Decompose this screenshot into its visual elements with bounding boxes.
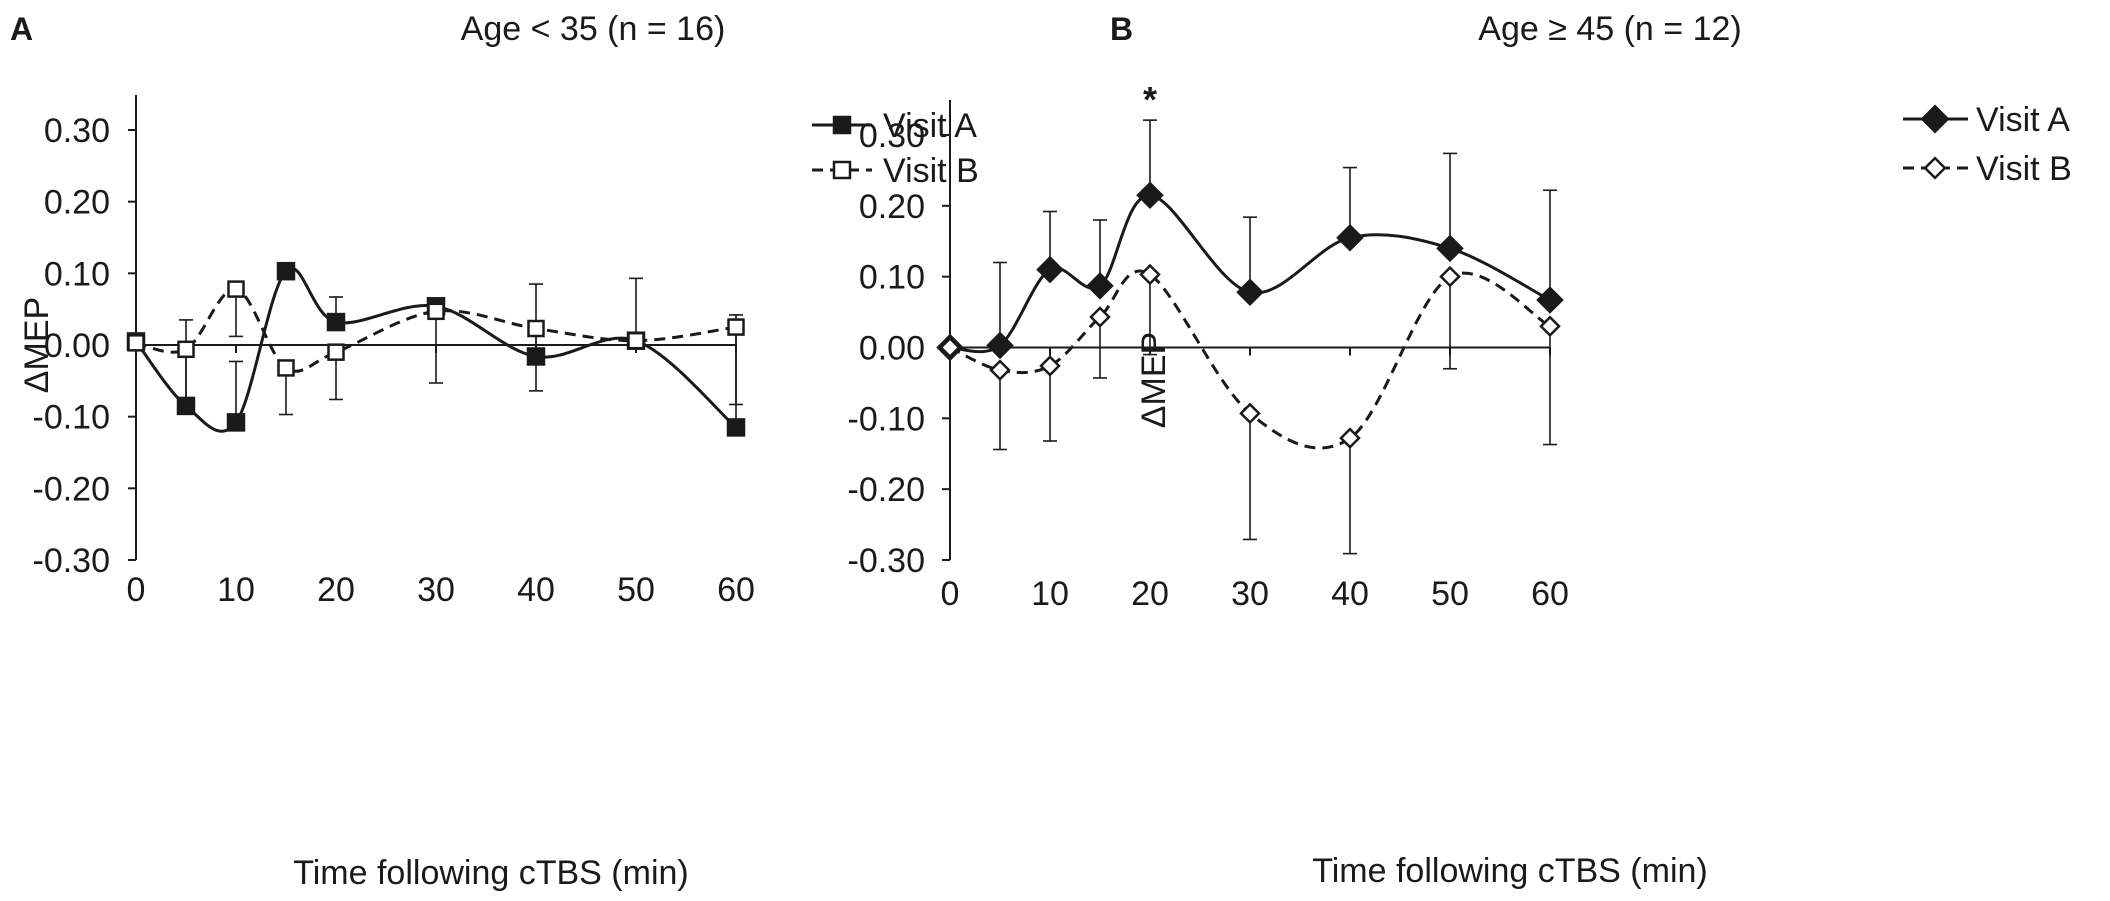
panel-a-x-tick-label: 0 <box>127 571 146 609</box>
square-open-marker-icon <box>832 160 852 180</box>
diamond-open-marker-icon <box>1923 156 1947 180</box>
panel-b-letter: B <box>1110 11 1133 47</box>
panel-b-point-visit-b <box>1439 265 1461 288</box>
panel-b: B Age ≥ 45 (n = 12) ΔMEP Time following … <box>848 10 2072 890</box>
panel-b-point-visit-a <box>1336 223 1364 252</box>
panel-a-x-tick-label: 30 <box>417 571 455 609</box>
panel-a-point-visit-b <box>627 331 645 350</box>
panel-a-point-visit-a <box>226 413 246 432</box>
panel-a-title: Age < 35 (n = 16) <box>461 10 726 48</box>
panel-a-point-visit-a <box>726 418 746 437</box>
panel-b-x-tick-label: 50 <box>1431 575 1469 613</box>
panel-a-x-tick-label: 40 <box>517 571 555 609</box>
panel-a-y-tick-label: 0.20 <box>44 184 110 222</box>
panel-b-point-visit-b <box>989 359 1011 381</box>
panel-b-point-visit-b <box>1339 427 1361 449</box>
panel-b-point-visit-b <box>1039 355 1061 377</box>
panel-b-point-visit-b <box>1239 402 1261 425</box>
panel-b-point-visit-a <box>1036 255 1064 284</box>
panel-b-point-visit-a <box>1436 234 1464 263</box>
panel-a-y-tick-label: -0.30 <box>33 542 111 580</box>
panel-b-title: Age ≥ 45 (n = 12) <box>1478 10 1741 48</box>
panel-b-series-visit-a <box>936 119 1564 362</box>
panel-b-y-axis-title: ΔMEP <box>1135 332 1173 428</box>
panel-a-point-visit-b <box>227 280 245 298</box>
panel-b-point-visit-b <box>1139 263 1161 286</box>
panel-a-x-tick-label: 60 <box>717 571 755 609</box>
panel-b-series-visit-b <box>939 263 1561 555</box>
diamond-filled-marker-icon <box>1920 104 1950 134</box>
panel-b-x-tick-label: 60 <box>1531 575 1569 613</box>
panel-b-x-tick-label: 30 <box>1231 575 1269 613</box>
panel-b-line-visit-b <box>949 269 1551 450</box>
panel-b-y-tick-label: 0.30 <box>859 117 925 155</box>
panel-a-legend-label-visit-a: Visit A <box>883 107 977 145</box>
panel-a-y-tick-label: -0.20 <box>33 470 111 508</box>
panel-b-legend: Visit A Visit B <box>1903 101 2072 188</box>
panel-a-point-visit-a <box>326 312 346 332</box>
panel-b-y-tick-label: -0.30 <box>848 542 926 580</box>
panel-a-y-tick-label: -0.10 <box>33 399 111 437</box>
panel-b-plot: -0.30 -0.20 -0.10 0.00 0.10 0.20 0.30 0 10 20 30 40… <box>848 79 1569 613</box>
panel-a-y-axis-title: ΔMEP <box>18 297 56 393</box>
panel-a-point-visit-b <box>727 318 745 336</box>
panel-a-x-tick-label: 50 <box>617 571 655 609</box>
panel-b-y-tick-label: -0.10 <box>848 400 926 438</box>
panel-a-letter: A <box>10 11 33 47</box>
panel-a-x-tick-label: 10 <box>217 571 255 609</box>
panel-a-x-axis-title: Time following cTBS (min) <box>293 854 688 892</box>
panel-a-point-visit-b <box>527 319 545 338</box>
panel-a-line-visit-b <box>135 287 737 373</box>
panel-b-y-tick-label: 0.10 <box>859 259 925 297</box>
panel-a-x-tick-label: 20 <box>317 571 355 609</box>
panel-b-point-visit-b <box>1539 315 1561 338</box>
panel-b-y-tick-label: -0.20 <box>848 471 926 509</box>
panel-a-point-visit-b <box>277 359 295 377</box>
panel-a-point-visit-b <box>177 340 195 359</box>
panel-b-line-visit-a <box>949 193 1551 354</box>
panel-a-series-visit-b <box>127 280 745 416</box>
panel-b-legend-label-visit-b: Visit B <box>1976 150 2072 188</box>
panel-a-legend-item-visit-a: Visit A <box>812 107 977 145</box>
panel-b-point-visit-a <box>1536 286 1564 314</box>
panel-b-legend-item-visit-a: Visit A <box>1903 101 2070 139</box>
panel-a-legend: Visit A Visit B <box>812 107 979 190</box>
panel-a-point-visit-a <box>276 261 296 281</box>
panel-a-plot: -0.30 -0.20 -0.10 0.00 0.10 0.20 0.30 0 10 20 30 40… <box>33 95 755 609</box>
panel-a-point-visit-b <box>427 302 445 321</box>
panel-b-x-tick-label: 40 <box>1331 575 1369 613</box>
panel-b-x-tick-label: 10 <box>1031 575 1069 613</box>
panel-b-legend-item-visit-b: Visit B <box>1903 150 2072 188</box>
panel-b-y-tick-label: 0.20 <box>859 188 925 226</box>
panel-b-y-tick-label: 0.00 <box>859 330 925 368</box>
panel-a-point-visit-b <box>327 343 345 361</box>
panel-b-point-visit-b <box>1089 306 1111 328</box>
panel-a-y-tick-label: 0.10 <box>44 255 110 293</box>
panel-b-x-tick-label: 0 <box>941 575 960 613</box>
panel-b-point-visit-b <box>939 336 961 359</box>
panel-a-legend-label-visit-b: Visit B <box>883 152 979 190</box>
panel-b-significance-marker: * <box>1143 79 1157 120</box>
panel-a-y-tick-label: 0.30 <box>44 112 110 150</box>
panel-a: A Age < 35 (n = 16) ΔMEP Time following … <box>10 10 979 892</box>
panel-a-point-visit-b <box>127 334 145 352</box>
panel-a-legend-item-visit-b: Visit B <box>812 152 979 190</box>
square-filled-marker-icon <box>832 115 852 135</box>
panel-b-point-visit-a <box>986 331 1014 360</box>
panel-b-point-visit-a <box>1086 272 1114 300</box>
panel-b-legend-label-visit-a: Visit A <box>1976 101 2070 139</box>
panel-b-point-visit-a <box>1236 278 1264 307</box>
panel-b-x-tick-label: 20 <box>1131 575 1169 613</box>
panel-a-y-tick-label: 0.00 <box>44 327 110 365</box>
panel-b-point-visit-a <box>1136 181 1164 209</box>
panel-b-x-axis-title: Time following cTBS (min) <box>1312 852 1707 890</box>
